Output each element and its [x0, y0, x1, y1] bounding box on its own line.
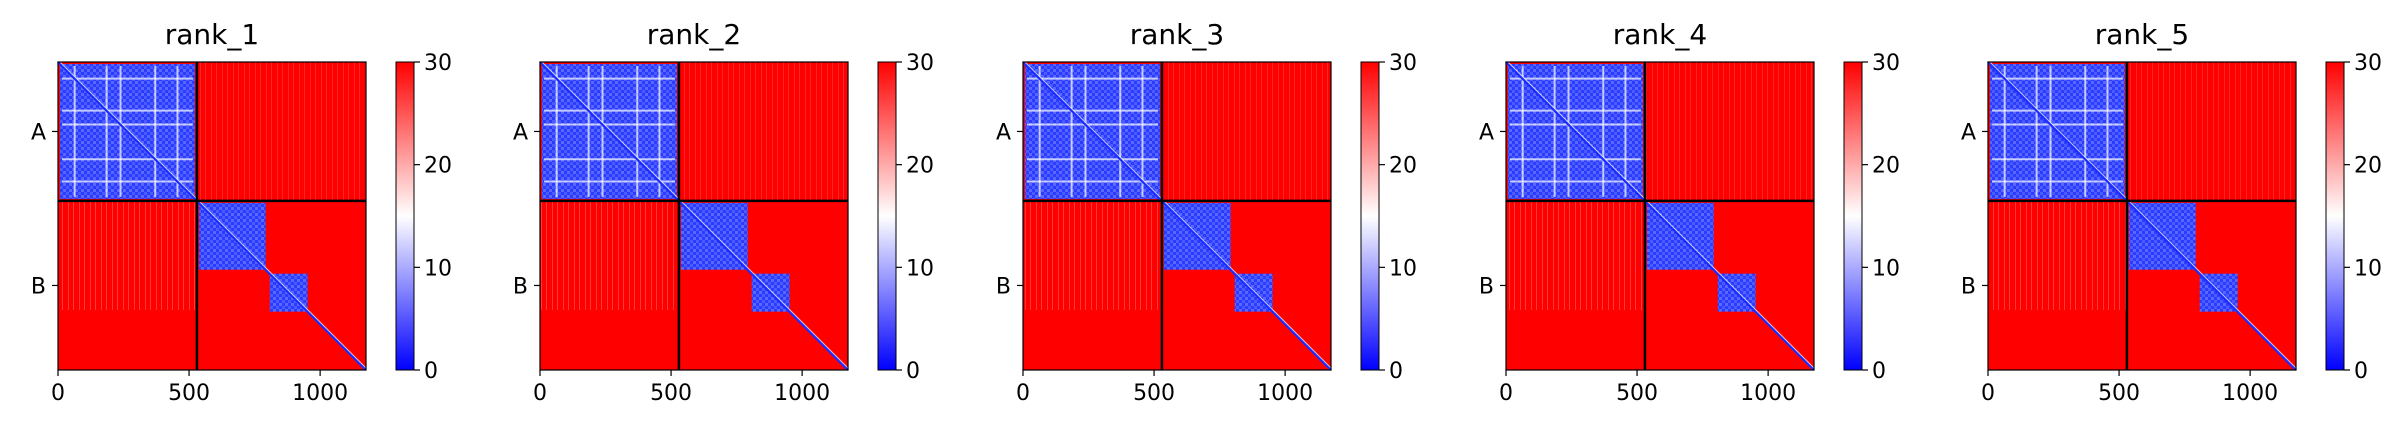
inter-chain-region	[58, 200, 197, 310]
x-tick-label: 0	[1981, 381, 1995, 406]
colorbar-tick-label: 0	[424, 359, 438, 384]
diagonal-line	[540, 60, 850, 370]
diagonal-line	[1505, 61, 1815, 371]
colorbar-tick-label: 20	[1872, 154, 1900, 179]
chain-label: B	[1961, 274, 1976, 299]
x-tick-label: 500	[1616, 381, 1658, 406]
diagonal-line	[1023, 60, 1333, 370]
heatmap-panel: rank_2 A B 0 500 1000 0 10 20 30	[513, 18, 934, 406]
chain-label: B	[1479, 274, 1494, 299]
inter-chain-region	[196, 62, 366, 201]
heatmap-panel: rank_5 A B 0 500 1000 0 10 20 30	[1961, 18, 2382, 406]
colorbar-tick-label: 10	[1872, 256, 1900, 281]
inter-chain-region	[540, 200, 679, 310]
diagonal-line	[1987, 61, 2297, 371]
colorbar	[395, 61, 415, 371]
panel-title: rank_1	[165, 18, 259, 51]
diagonal-line	[57, 61, 367, 371]
chain-label: A	[1961, 120, 1976, 145]
panel-title: rank_2	[647, 18, 741, 51]
chain-label: B	[31, 274, 46, 299]
chain-label: B	[513, 274, 528, 299]
diagonal-line	[1988, 60, 2298, 370]
colorbar-tick-label: 10	[906, 256, 934, 281]
inter-chain-region	[678, 62, 848, 201]
x-tick-label: 0	[533, 381, 547, 406]
colorbar-tick-label: 10	[1389, 256, 1417, 281]
diagonal-line	[1022, 61, 1332, 371]
plot-frame	[57, 61, 367, 371]
colorbar-tick-label: 20	[1389, 154, 1417, 179]
x-tick-label: 0	[1016, 381, 1030, 406]
inter-chain-region	[2126, 62, 2296, 201]
inter-chain-region	[1988, 200, 2127, 310]
colorbar-tick-label: 10	[2354, 256, 2382, 281]
heatmap-panel: rank_1 A B 0 500 1000 0 10 20 30	[31, 18, 452, 406]
chain-label: A	[996, 120, 1011, 145]
x-tick-label: 1000	[2222, 381, 2278, 406]
diagonal-line	[1506, 60, 1816, 370]
inter-chain-region	[1506, 200, 1645, 310]
colorbar-tick-label: 30	[906, 51, 934, 76]
colorbar-tick-label: 30	[2354, 51, 2382, 76]
x-tick-label: 500	[650, 381, 692, 406]
colorbar-tick-label: 30	[1389, 51, 1417, 76]
inter-chain-region	[1161, 62, 1331, 201]
colorbar-tick-label: 0	[1389, 359, 1403, 384]
colorbar-tick-label: 20	[424, 154, 452, 179]
x-tick-label: 1000	[1257, 381, 1313, 406]
colorbar	[1843, 61, 1863, 371]
colorbar	[877, 61, 897, 371]
panel-title: rank_3	[1130, 18, 1224, 51]
colorbar-tick-label: 10	[424, 256, 452, 281]
colorbar-tick-label: 20	[906, 154, 934, 179]
colorbar	[2325, 61, 2345, 371]
heatmap-panel: rank_4 A B 0 500 1000 0 10 20 30	[1479, 18, 1900, 406]
plot-frame	[1022, 61, 1332, 371]
x-tick-label: 500	[1133, 381, 1175, 406]
diagonal-line	[539, 61, 849, 371]
x-tick-label: 0	[51, 381, 65, 406]
x-tick-label: 0	[1499, 381, 1513, 406]
colorbar-tick-label: 0	[906, 359, 920, 384]
panel-title: rank_5	[2095, 18, 2189, 51]
chain-label: B	[996, 274, 1011, 299]
x-tick-label: 500	[2098, 381, 2140, 406]
x-tick-label: 1000	[292, 381, 348, 406]
plot-frame	[1505, 61, 1815, 371]
colorbar	[1360, 61, 1380, 371]
chain-label: A	[513, 120, 528, 145]
colorbar-tick-label: 30	[1872, 51, 1900, 76]
chain-label: A	[31, 120, 46, 145]
colorbar-tick-label: 20	[2354, 154, 2382, 179]
chain-label: A	[1479, 120, 1494, 145]
x-tick-label: 500	[168, 381, 210, 406]
plot-frame	[1987, 61, 2297, 371]
x-tick-label: 1000	[1740, 381, 1796, 406]
colorbar-tick-label: 0	[2354, 359, 2368, 384]
inter-chain-region	[1644, 62, 1814, 201]
colorbar-tick-label: 0	[1872, 359, 1886, 384]
panel-title: rank_4	[1613, 18, 1707, 51]
diagonal-line	[58, 60, 368, 370]
inter-chain-region	[1023, 200, 1162, 310]
colorbar-tick-label: 30	[424, 51, 452, 76]
plot-frame	[539, 61, 849, 371]
x-tick-label: 1000	[774, 381, 830, 406]
heatmap-panel: rank_3 A B 0 500 1000 0 10 20 30	[996, 18, 1417, 406]
